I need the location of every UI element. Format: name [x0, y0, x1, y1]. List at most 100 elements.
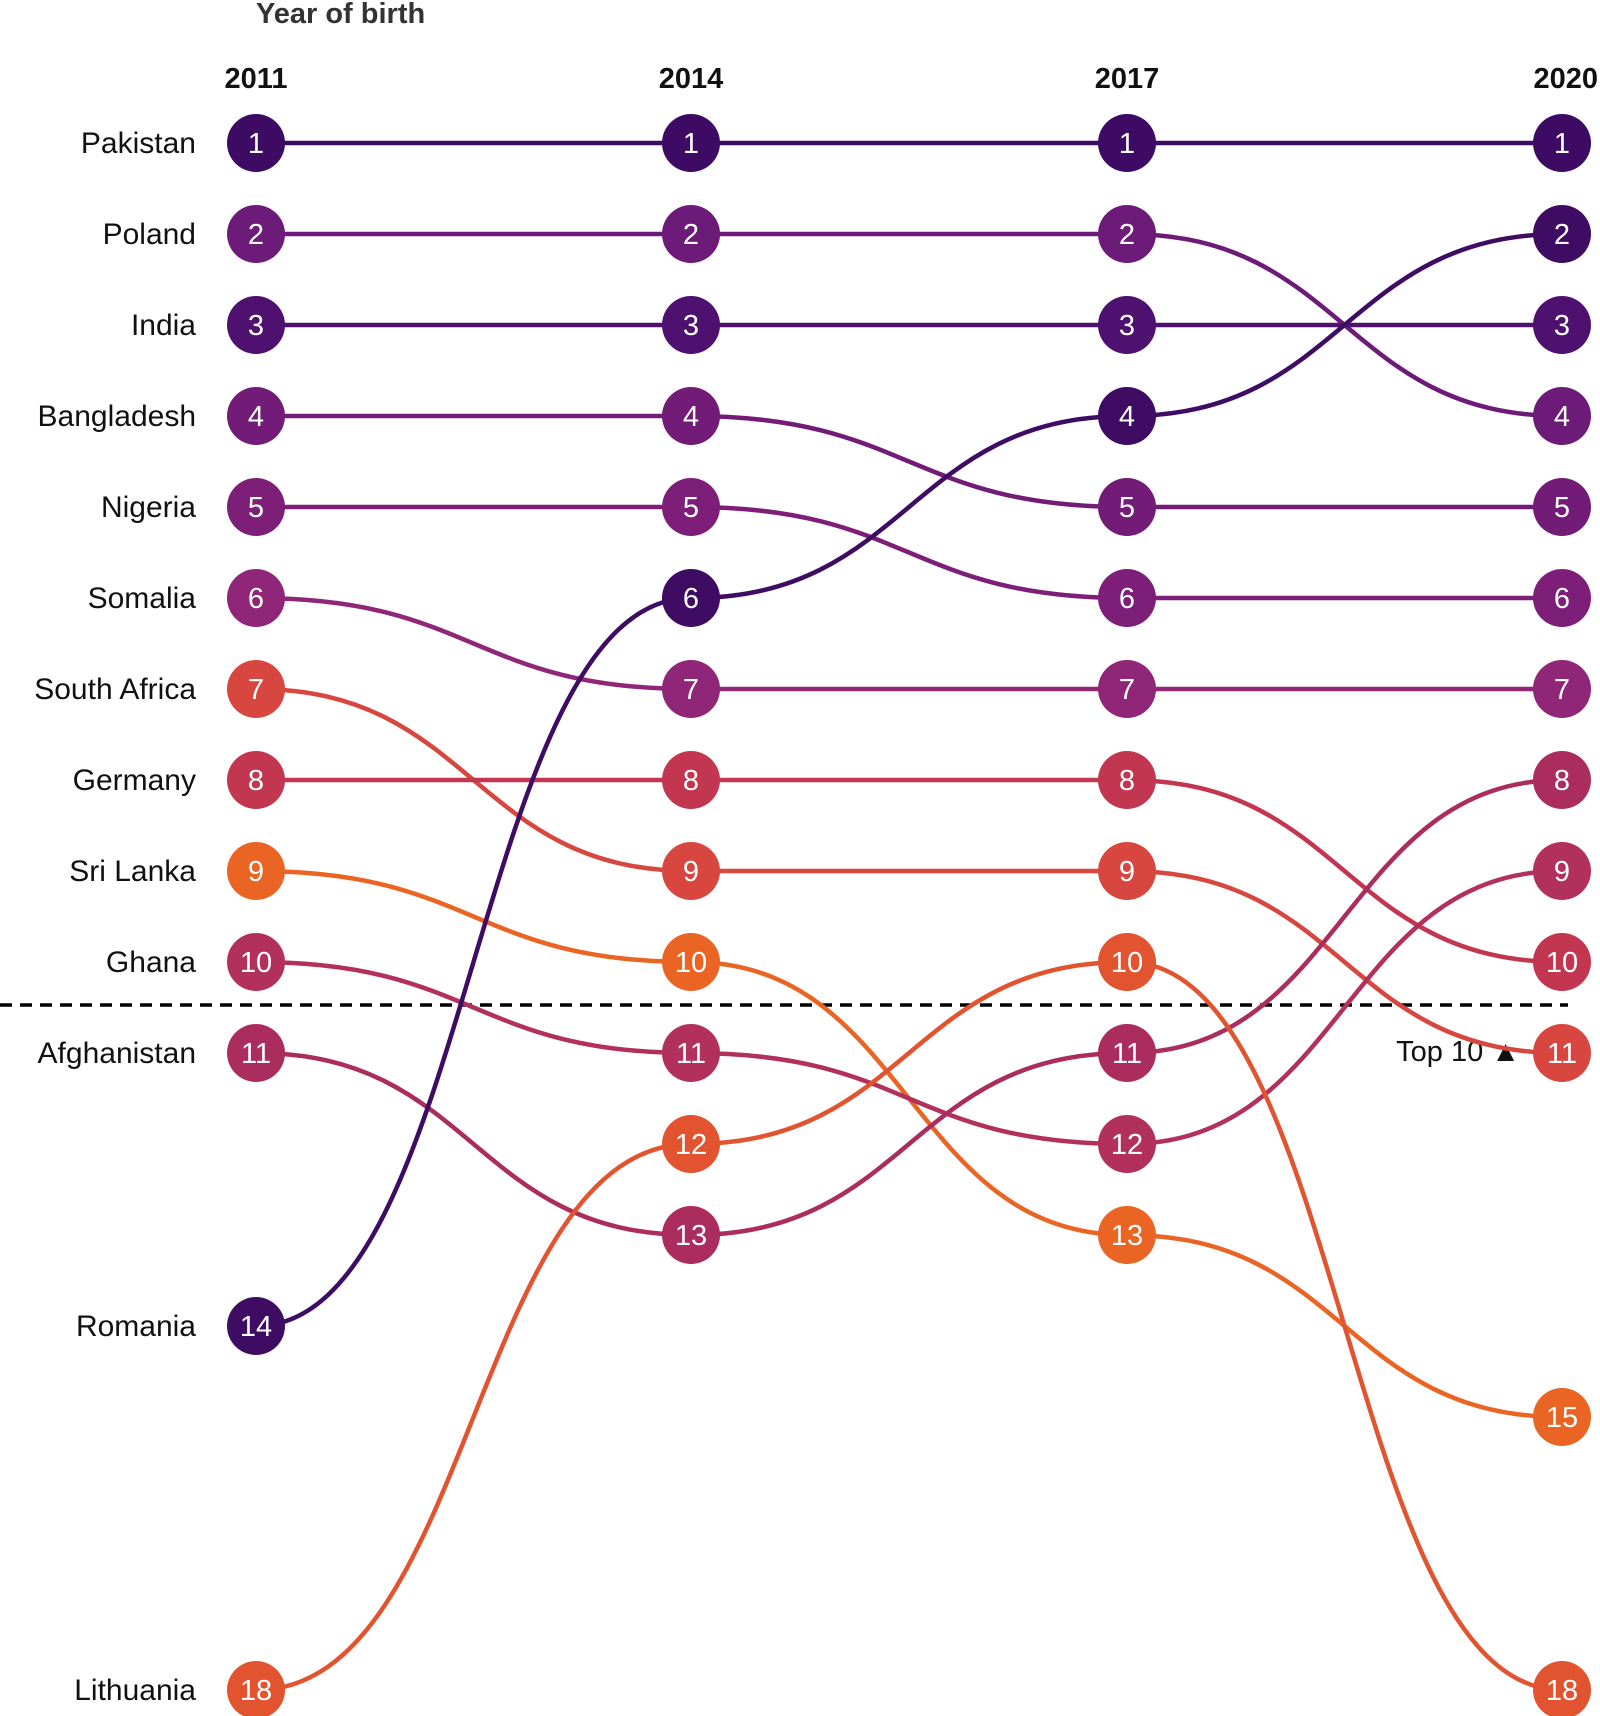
- rank-value: 8: [1119, 765, 1135, 797]
- rank-marker-lithuania-2011: 18: [227, 1661, 285, 1716]
- rank-line-ghana: [253, 868, 1565, 1147]
- rank-dot: [662, 205, 720, 263]
- rank-value: 13: [1111, 1220, 1143, 1252]
- rank-marker-romania-2017: 4: [1098, 387, 1156, 445]
- rank-dot: [1533, 296, 1591, 354]
- rank-marker-pakistan-2011: 1: [227, 114, 285, 172]
- rank-dot: [1533, 114, 1591, 172]
- rank-value: 13: [675, 1220, 707, 1252]
- rank-dot: [1533, 842, 1591, 900]
- rank-value: 4: [1119, 401, 1135, 433]
- rank-dot: [662, 387, 720, 445]
- rank-marker-india-2020: 3: [1533, 296, 1591, 354]
- rank-marker-poland-2011: 2: [227, 205, 285, 263]
- rank-dot: [1098, 1024, 1156, 1082]
- rank-value: 12: [1111, 1129, 1143, 1161]
- rank-marker-bangladesh-2014: 4: [662, 387, 720, 445]
- rank-value: 2: [1554, 219, 1570, 251]
- rank-dot: [1533, 751, 1591, 809]
- rank-line-bangladesh: [253, 413, 1565, 510]
- rank-value: 9: [683, 856, 699, 888]
- rank-line-romania: [253, 231, 1565, 1329]
- rank-dot: [662, 660, 720, 718]
- rank-value: 5: [1554, 492, 1570, 524]
- rank-value: 2: [683, 219, 699, 251]
- year-label-2020: 2020: [1533, 63, 1598, 95]
- rank-value: 1: [1554, 128, 1570, 160]
- rank-marker-somalia-2014: 7: [662, 660, 720, 718]
- rank-marker-poland-2014: 2: [662, 205, 720, 263]
- country-label-afghanistan: Afghanistan: [38, 1037, 196, 1070]
- rank-marker-bangladesh-2020: 5: [1533, 478, 1591, 536]
- rank-value: 4: [683, 401, 699, 433]
- rank-dot: [662, 1024, 720, 1082]
- rank-value: 2: [1119, 219, 1135, 251]
- rank-value: 7: [683, 674, 699, 706]
- rank-dot: [1098, 114, 1156, 172]
- rank-value: 3: [248, 310, 264, 342]
- rank-dot: [1098, 933, 1156, 991]
- rank-value: 5: [1119, 492, 1135, 524]
- rank-line-south-africa: [253, 686, 1565, 1056]
- rank-value: 11: [241, 1038, 271, 1070]
- country-label-bangladesh: Bangladesh: [38, 400, 196, 433]
- rank-marker-south-africa-2011: 7: [227, 660, 285, 718]
- rank-line-lithuania: [253, 959, 1565, 1693]
- rank-dot: [662, 751, 720, 809]
- rank-marker-germany-2011: 8: [227, 751, 285, 809]
- rank-value: 5: [248, 492, 264, 524]
- rank-dot: [227, 569, 285, 627]
- country-label-ghana: Ghana: [106, 946, 196, 979]
- rank-value: 11: [1547, 1038, 1577, 1070]
- rank-marker-nigeria-2014: 5: [662, 478, 720, 536]
- rank-line-afghanistan: [253, 777, 1565, 1238]
- rank-marker-south-africa-2017: 9: [1098, 842, 1156, 900]
- rank-dot: [662, 933, 720, 991]
- rank-marker-sri-lanka-2011: 9: [227, 842, 285, 900]
- rank-dot: [662, 114, 720, 172]
- rank-value: 7: [1554, 674, 1570, 706]
- rank-dot: [227, 387, 285, 445]
- rank-value: 1: [248, 128, 264, 160]
- country-labels: Pakistan Poland India Bangladesh Nigeria Soma…: [34, 127, 196, 1707]
- rank-value: 9: [1119, 856, 1135, 888]
- rank-dot: [1533, 933, 1591, 991]
- year-label-2014: 2014: [659, 63, 724, 95]
- rank-dot: [227, 296, 285, 354]
- rank-marker-south-africa-2014: 9: [662, 842, 720, 900]
- country-label-romania: Romania: [76, 1310, 196, 1343]
- rank-value: 10: [240, 947, 272, 979]
- rank-marker-sri-lanka-2017: 13: [1098, 1206, 1156, 1264]
- country-label-lithuania: Lithuania: [74, 1674, 196, 1707]
- rank-dot: [1098, 1206, 1156, 1264]
- rank-marker-romania-2011: 14: [227, 1297, 285, 1355]
- rank-dot: [1533, 1661, 1591, 1716]
- rank-marker-romania-2014: 6: [662, 569, 720, 627]
- rank-dot: [662, 569, 720, 627]
- rank-dot: [227, 114, 285, 172]
- country-label-sri-lanka: Sri Lanka: [69, 855, 196, 888]
- rank-value: 9: [248, 856, 264, 888]
- top-10-label: Top 10 ▲: [1396, 1036, 1520, 1068]
- rank-value: 10: [1111, 947, 1143, 979]
- rank-dot: [227, 1661, 285, 1716]
- rank-marker-pakistan-2020: 1: [1533, 114, 1591, 172]
- rank-value: 6: [1554, 583, 1570, 615]
- country-label-poland: Poland: [103, 218, 196, 251]
- country-label-india: India: [131, 309, 196, 342]
- rank-value: 3: [1119, 310, 1135, 342]
- rank-dot: [227, 660, 285, 718]
- rank-dot: [227, 1297, 285, 1355]
- rank-value: 9: [1554, 856, 1570, 888]
- year-labels: 2011 2014 2017 2020: [225, 63, 1598, 95]
- rank-value: 14: [240, 1311, 272, 1343]
- rank-dot: [1098, 478, 1156, 536]
- rank-value: 4: [248, 401, 264, 433]
- rank-marker-ghana-2020: 9: [1533, 842, 1591, 900]
- rank-value: 18: [240, 1675, 272, 1707]
- rank-marker-pakistan-2014: 1: [662, 114, 720, 172]
- country-label-somalia: Somalia: [88, 582, 197, 615]
- rank-marker-afghanistan-2017: 11: [1098, 1024, 1156, 1082]
